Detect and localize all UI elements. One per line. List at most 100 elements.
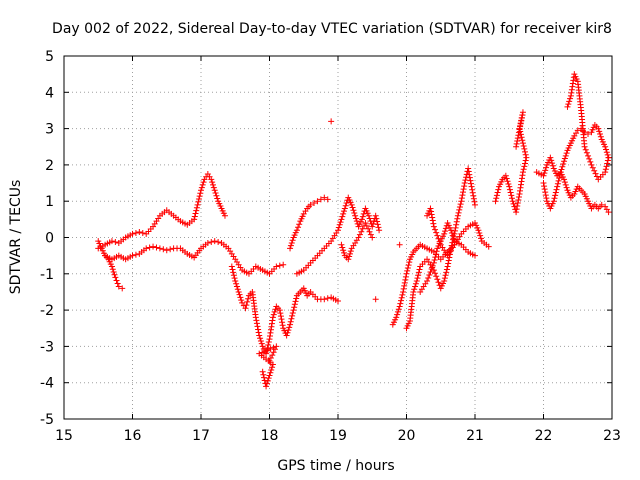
data-point bbox=[115, 283, 122, 290]
data-point bbox=[343, 200, 350, 207]
data-point bbox=[541, 183, 548, 190]
data-point bbox=[324, 196, 331, 203]
data-point bbox=[468, 183, 475, 190]
data-point bbox=[467, 177, 474, 184]
data-point bbox=[587, 158, 594, 165]
data-point bbox=[119, 285, 126, 292]
data-point bbox=[468, 180, 475, 187]
data-point bbox=[434, 276, 441, 283]
data-point bbox=[276, 262, 283, 269]
data-point bbox=[404, 264, 411, 271]
series-track-c bbox=[102, 238, 287, 277]
data-point bbox=[582, 146, 589, 153]
data-point bbox=[456, 206, 463, 213]
data-point bbox=[506, 186, 513, 193]
data-point bbox=[554, 180, 561, 187]
data-point bbox=[311, 200, 318, 207]
data-point bbox=[514, 203, 521, 210]
data-point bbox=[583, 149, 590, 156]
data-point bbox=[349, 204, 356, 211]
data-point bbox=[266, 372, 273, 379]
data-point bbox=[549, 162, 556, 169]
data-point bbox=[359, 213, 366, 220]
data-point bbox=[296, 221, 303, 228]
data-point bbox=[346, 250, 353, 257]
data-point bbox=[472, 201, 478, 208]
data-point bbox=[402, 276, 409, 283]
x-tick-label: 17 bbox=[192, 428, 210, 444]
data-point bbox=[396, 303, 403, 310]
data-point bbox=[339, 213, 346, 220]
data-point bbox=[276, 307, 283, 314]
data-point bbox=[597, 131, 604, 138]
data-point bbox=[457, 201, 464, 208]
data-point bbox=[268, 366, 275, 373]
data-point bbox=[424, 278, 431, 285]
data-point bbox=[317, 196, 324, 203]
data-point bbox=[453, 221, 460, 228]
data-point bbox=[272, 306, 279, 313]
data-point bbox=[376, 227, 383, 234]
data-point bbox=[270, 349, 277, 356]
data-point bbox=[588, 161, 595, 168]
data-points bbox=[95, 71, 612, 390]
data-point bbox=[211, 187, 218, 194]
data-point bbox=[513, 209, 520, 216]
data-point bbox=[398, 297, 405, 304]
data-point bbox=[412, 280, 419, 287]
data-point bbox=[352, 215, 359, 222]
data-point bbox=[494, 189, 501, 196]
data-point bbox=[427, 268, 434, 275]
data-point bbox=[167, 246, 174, 253]
data-point bbox=[561, 176, 568, 183]
data-point bbox=[515, 129, 522, 136]
data-point bbox=[209, 179, 216, 186]
data-point bbox=[585, 131, 592, 138]
data-point bbox=[592, 170, 599, 177]
data-point bbox=[513, 143, 520, 150]
data-point bbox=[338, 241, 345, 248]
data-point bbox=[598, 201, 605, 208]
data-point bbox=[340, 210, 347, 217]
data-point bbox=[430, 223, 437, 230]
x-axis-title: GPS time / hours bbox=[277, 458, 394, 474]
data-point bbox=[285, 327, 292, 334]
data-point bbox=[411, 286, 418, 293]
data-point bbox=[410, 288, 417, 295]
data-point bbox=[287, 318, 294, 325]
data-point bbox=[399, 291, 406, 298]
data-point bbox=[372, 212, 379, 219]
data-point bbox=[521, 145, 528, 152]
data-point bbox=[340, 208, 347, 215]
data-point bbox=[558, 166, 565, 173]
series-track-g bbox=[293, 194, 383, 303]
data-point bbox=[522, 148, 529, 155]
data-point bbox=[362, 219, 369, 226]
data-point bbox=[263, 380, 270, 387]
data-point bbox=[400, 285, 407, 292]
data-point bbox=[253, 320, 260, 327]
data-point bbox=[461, 183, 468, 190]
data-point bbox=[209, 181, 216, 188]
data-point bbox=[259, 349, 266, 356]
data-point bbox=[519, 137, 526, 144]
data-point bbox=[129, 230, 136, 237]
data-point bbox=[350, 207, 357, 214]
data-point bbox=[341, 205, 348, 212]
data-point bbox=[233, 283, 240, 290]
data-point bbox=[402, 273, 409, 280]
data-point bbox=[548, 157, 555, 164]
data-point bbox=[395, 306, 402, 313]
data-point bbox=[255, 329, 262, 336]
data-point bbox=[321, 296, 328, 303]
data-point bbox=[279, 319, 286, 326]
data-point bbox=[366, 215, 373, 222]
data-point bbox=[153, 244, 160, 251]
data-point bbox=[460, 189, 467, 196]
data-point bbox=[452, 227, 459, 234]
data-point bbox=[597, 133, 604, 140]
data-point bbox=[542, 189, 549, 196]
data-point bbox=[212, 190, 219, 197]
data-point bbox=[552, 189, 559, 196]
data-point bbox=[469, 189, 476, 196]
